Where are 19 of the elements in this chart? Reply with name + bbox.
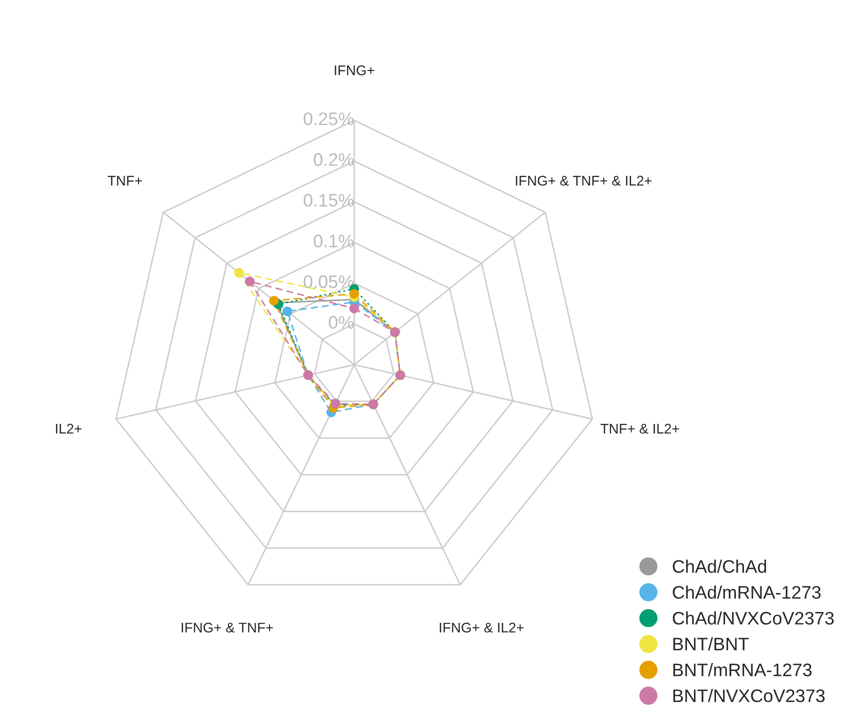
spoke-label: IFNG+ & TNF+ — [182, 622, 273, 633]
y-tick-label: 0.2% — [314, 153, 354, 166]
legend-label: ChAd/mRNA-1273 — [672, 585, 821, 599]
spoke-label: TNF+ — [108, 176, 142, 186]
spoke-label: IFNG+ — [334, 65, 374, 76]
legend-label: BNT/NVXCoV2373 — [673, 688, 825, 702]
spoke-label: TNF+ & IL2+ — [600, 424, 680, 434]
legend-label: ChAd/ChAd — [672, 560, 766, 573]
legend-label: BNT/BNT — [673, 637, 749, 650]
y-tick-label: 0.05% — [304, 275, 354, 288]
y-tick-label: 0% — [328, 316, 354, 329]
y-tick-label: 0.25% — [304, 112, 354, 126]
spoke-label: IL2+ — [56, 424, 82, 434]
spoke-label: IFNG+ & IL2+ — [440, 622, 524, 633]
spoke-label: IFNG+ & TNF+ & IL2+ — [516, 176, 652, 186]
legend-label: ChAd/NVXCoV2373 — [672, 611, 834, 625]
legend-label: BNT/mRNA-1273 — [673, 663, 812, 676]
y-tick-label: 0.1% — [314, 234, 354, 248]
y-tick-label: 0.15% — [304, 194, 354, 207]
